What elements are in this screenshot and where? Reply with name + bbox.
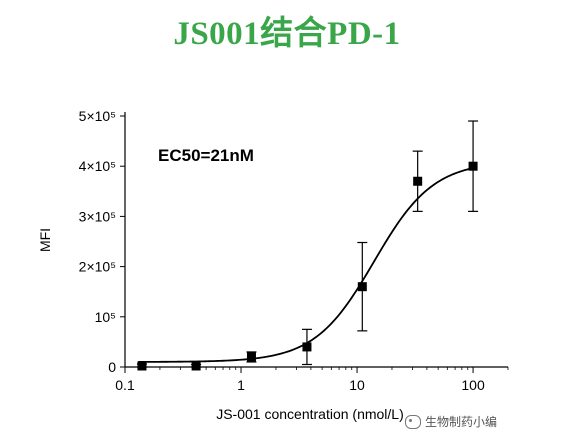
x-axis-label: JS-001 concentration (nmol/L) (216, 406, 404, 422)
data-points (136, 120, 479, 371)
watermark-text: 生物制药小编 (425, 415, 498, 429)
fit-curve (138, 167, 474, 363)
data-marker (357, 282, 367, 292)
chart-title: JS001结合PD-1 (173, 16, 401, 52)
y-tick-label: 10⁵ (95, 309, 116, 325)
y-tick-label: 0 (108, 359, 116, 375)
y-tick-label: 4×10⁵ (79, 158, 116, 174)
data-point (246, 351, 257, 363)
y-tick-label: 5×10⁵ (79, 108, 116, 124)
y-axis-label: MFI (37, 228, 53, 252)
y-tick-label: 2×10⁵ (79, 259, 116, 275)
x-tick-label: 10 (349, 377, 365, 393)
data-point (191, 361, 202, 371)
y-tick-label: 3×10⁵ (79, 208, 116, 224)
data-marker (137, 361, 147, 371)
x-tick-label: 100 (461, 377, 485, 393)
data-marker (191, 361, 201, 371)
data-point (357, 241, 368, 332)
x-tick-label: 0.1 (115, 377, 135, 393)
data-marker (468, 161, 478, 171)
x-tick-label: 1 (237, 377, 245, 393)
data-point (301, 328, 312, 366)
data-point (412, 150, 423, 212)
wechat-icon (405, 414, 421, 429)
data-marker (413, 176, 423, 186)
data-marker (246, 352, 256, 362)
data-marker (302, 342, 312, 352)
ec50-annotation: EC50=21nM (158, 146, 254, 165)
data-point (136, 361, 147, 371)
fit-curve-group (138, 167, 474, 363)
data-point (468, 120, 479, 212)
axes: 0.1 1 10 100 0 10⁵ 2×10⁵ 3×10⁵ 4×10⁵ 5×10⁵ (79, 108, 509, 393)
watermark: 生物制药小编 (405, 413, 497, 430)
